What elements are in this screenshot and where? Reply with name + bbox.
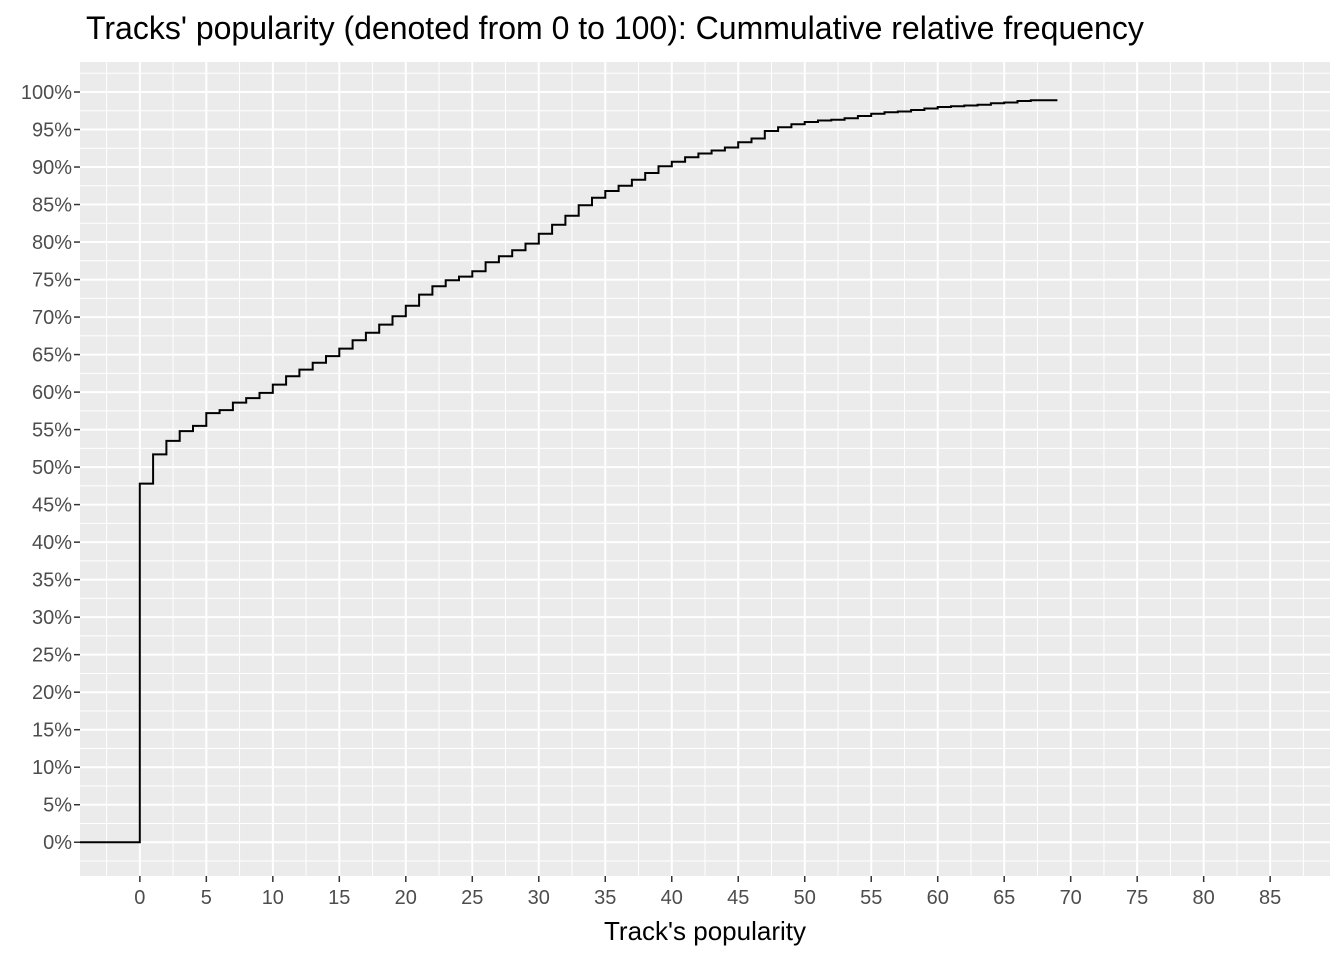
y-tick-label: 80% — [32, 232, 72, 254]
x-tick-label: 20 — [395, 887, 417, 909]
x-tick-label: 10 — [262, 887, 284, 909]
x-tick-label: 55 — [860, 887, 882, 909]
y-tick-label: 30% — [32, 607, 72, 629]
y-tick-label: 70% — [32, 307, 72, 329]
x-tick-label: 70 — [1060, 887, 1082, 909]
x-tick-label: 35 — [594, 887, 616, 909]
x-tick-label: 5 — [201, 887, 212, 909]
y-tick-label: 5% — [43, 795, 72, 817]
y-tick-label: 25% — [32, 645, 72, 667]
x-tick-label: 15 — [328, 887, 350, 909]
x-tick-label: 30 — [528, 887, 550, 909]
y-tick-label: 45% — [32, 495, 72, 517]
y-tick-label: 40% — [32, 532, 72, 554]
y-tick-label: 90% — [32, 157, 72, 179]
chart-title: Tracks' popularity (denoted from 0 to 10… — [86, 10, 1144, 46]
x-tick-label: 25 — [461, 887, 483, 909]
y-tick-label: 100% — [21, 82, 72, 104]
y-tick-label: 55% — [32, 420, 72, 442]
y-tick-label: 65% — [32, 345, 72, 367]
y-tick-label: 20% — [32, 682, 72, 704]
y-tick-label: 15% — [32, 720, 72, 742]
y-tick-label: 95% — [32, 120, 72, 142]
x-axis-title: Track's popularity — [604, 916, 806, 946]
minor-gridlines — [80, 62, 1330, 876]
y-tick-label: 50% — [32, 457, 72, 479]
y-tick-label: 85% — [32, 195, 72, 217]
y-axis: 0% 5% 10% 15% 20% 25% 30% 35% 40% 45% 50% 55% 60% 65%… — [21, 82, 80, 854]
x-tick-label: 60 — [927, 887, 949, 909]
x-tick-label: 0 — [134, 887, 145, 909]
x-tick-label: 85 — [1259, 887, 1281, 909]
major-gridlines — [80, 62, 1330, 876]
y-tick-label: 60% — [32, 382, 72, 404]
x-axis: 0 5 10 15 20 25 30 35 40 45 50 55 60 65 70 75 80 85 — [134, 876, 1281, 909]
y-tick-label: 75% — [32, 270, 72, 292]
x-tick-label: 45 — [727, 887, 749, 909]
cumulative-frequency-step-line — [80, 99, 1058, 844]
y-tick-label: 10% — [32, 757, 72, 779]
y-tick-label: 35% — [32, 570, 72, 592]
x-tick-label: 80 — [1193, 887, 1215, 909]
x-tick-label: 50 — [794, 887, 816, 909]
x-tick-label: 65 — [993, 887, 1015, 909]
x-tick-label: 40 — [661, 887, 683, 909]
x-tick-label: 75 — [1126, 887, 1148, 909]
y-tick-label: 0% — [43, 832, 72, 854]
